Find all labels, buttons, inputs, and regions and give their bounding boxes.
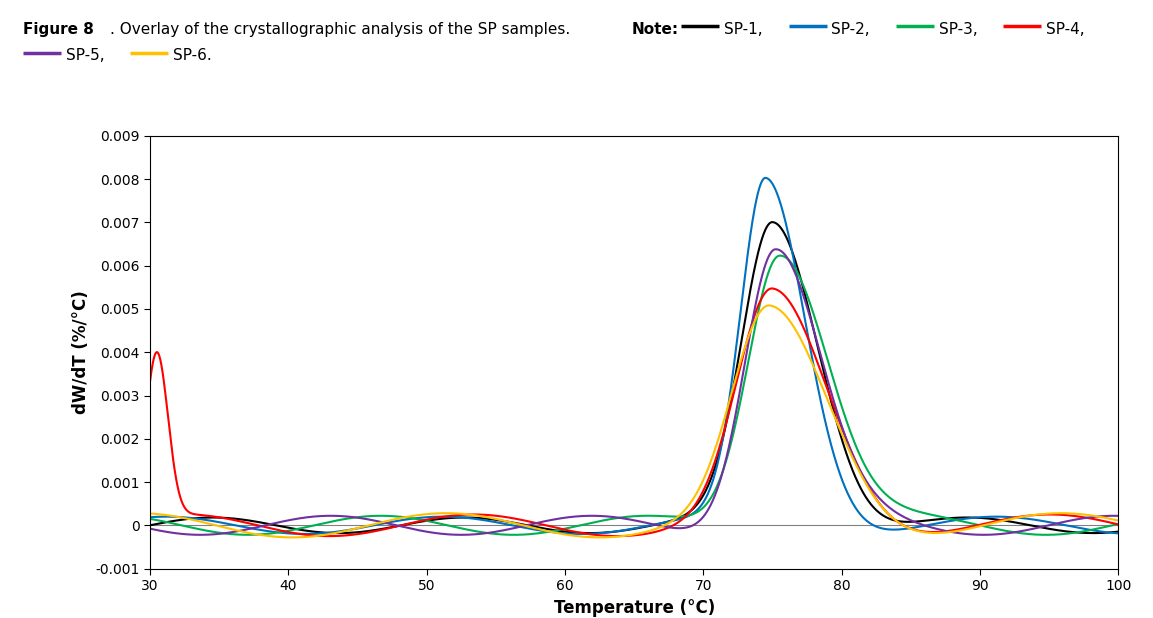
Text: SP-1,: SP-1,: [724, 22, 762, 36]
Text: SP-6.: SP-6.: [173, 48, 212, 63]
Text: SP-3,: SP-3,: [939, 22, 978, 36]
Text: Figure 8: Figure 8: [23, 22, 93, 36]
Text: SP-5,: SP-5,: [66, 48, 104, 63]
Text: . Overlay of the crystallographic analysis of the SP samples.: . Overlay of the crystallographic analys…: [110, 22, 574, 36]
Y-axis label: dW/dT (%/°C): dW/dT (%/°C): [71, 290, 90, 414]
Text: SP-2,: SP-2,: [831, 22, 869, 36]
X-axis label: Temperature (°C): Temperature (°C): [553, 598, 715, 617]
Text: SP-4,: SP-4,: [1046, 22, 1084, 36]
Text: Note:: Note:: [632, 22, 679, 36]
